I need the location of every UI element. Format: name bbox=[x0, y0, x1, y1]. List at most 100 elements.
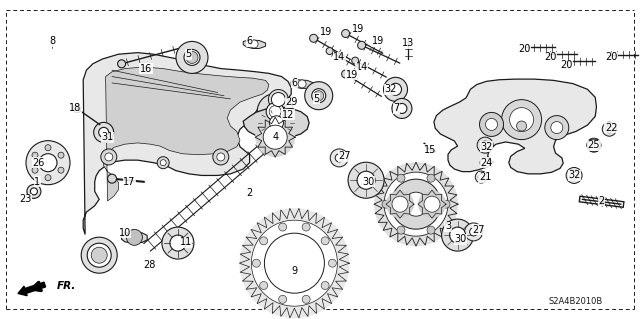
Circle shape bbox=[424, 196, 440, 212]
Text: 2: 2 bbox=[598, 196, 605, 206]
Circle shape bbox=[305, 82, 333, 110]
Text: 30: 30 bbox=[362, 177, 374, 187]
Circle shape bbox=[486, 118, 497, 130]
Text: 19: 19 bbox=[371, 36, 384, 47]
Text: 20: 20 bbox=[544, 52, 557, 63]
Circle shape bbox=[27, 184, 41, 198]
Text: 22: 22 bbox=[605, 122, 618, 133]
Polygon shape bbox=[434, 79, 596, 174]
Circle shape bbox=[427, 226, 435, 234]
Circle shape bbox=[397, 103, 407, 114]
Circle shape bbox=[390, 83, 401, 95]
Circle shape bbox=[217, 153, 225, 161]
Circle shape bbox=[427, 174, 435, 182]
Text: 20: 20 bbox=[518, 44, 531, 55]
Circle shape bbox=[321, 237, 329, 245]
Text: 17: 17 bbox=[123, 177, 136, 187]
Text: 7: 7 bbox=[394, 103, 400, 114]
Circle shape bbox=[545, 115, 569, 140]
Circle shape bbox=[391, 179, 441, 229]
Circle shape bbox=[186, 51, 198, 63]
Text: 5: 5 bbox=[314, 94, 320, 104]
Text: 19: 19 bbox=[346, 70, 358, 80]
Circle shape bbox=[442, 200, 450, 208]
Circle shape bbox=[250, 40, 258, 48]
Circle shape bbox=[32, 152, 38, 158]
Circle shape bbox=[328, 259, 337, 267]
Text: 20: 20 bbox=[560, 60, 573, 70]
Circle shape bbox=[99, 127, 109, 137]
Circle shape bbox=[449, 227, 466, 243]
Text: 14: 14 bbox=[333, 52, 346, 63]
Circle shape bbox=[602, 122, 616, 136]
Circle shape bbox=[45, 175, 51, 181]
Circle shape bbox=[478, 174, 484, 180]
Circle shape bbox=[342, 70, 349, 78]
Text: 27: 27 bbox=[472, 225, 485, 235]
Text: 31: 31 bbox=[101, 132, 114, 142]
Circle shape bbox=[397, 226, 405, 234]
Text: 10: 10 bbox=[118, 228, 131, 238]
Text: 6: 6 bbox=[291, 78, 298, 88]
Circle shape bbox=[260, 237, 268, 245]
Circle shape bbox=[357, 171, 375, 189]
Circle shape bbox=[342, 29, 349, 38]
Text: 15: 15 bbox=[424, 145, 436, 155]
Circle shape bbox=[39, 154, 57, 172]
Circle shape bbox=[392, 196, 408, 212]
Circle shape bbox=[108, 174, 116, 183]
Circle shape bbox=[480, 158, 490, 168]
Polygon shape bbox=[243, 108, 309, 139]
Text: 27: 27 bbox=[338, 151, 351, 161]
Circle shape bbox=[81, 237, 117, 273]
Circle shape bbox=[45, 145, 51, 151]
FancyArrow shape bbox=[18, 282, 45, 296]
Text: FR.: FR. bbox=[56, 280, 76, 291]
Circle shape bbox=[93, 122, 114, 142]
Circle shape bbox=[184, 49, 200, 65]
Circle shape bbox=[302, 295, 310, 303]
Text: 6: 6 bbox=[246, 36, 253, 47]
Circle shape bbox=[442, 219, 474, 251]
Text: 11: 11 bbox=[179, 237, 192, 248]
Circle shape bbox=[260, 281, 268, 290]
Circle shape bbox=[31, 188, 37, 195]
Circle shape bbox=[252, 259, 260, 267]
Circle shape bbox=[374, 162, 458, 246]
Circle shape bbox=[570, 171, 578, 180]
Text: 14: 14 bbox=[355, 62, 368, 72]
Circle shape bbox=[314, 91, 324, 101]
Text: 29: 29 bbox=[285, 97, 298, 107]
Text: 3: 3 bbox=[445, 221, 451, 232]
Text: 26: 26 bbox=[32, 158, 45, 168]
Circle shape bbox=[127, 229, 143, 245]
Text: 24: 24 bbox=[480, 158, 493, 168]
Circle shape bbox=[105, 153, 113, 161]
Text: 12: 12 bbox=[282, 110, 294, 120]
Text: 19: 19 bbox=[320, 27, 333, 37]
Circle shape bbox=[352, 57, 358, 64]
Text: 1: 1 bbox=[34, 177, 40, 187]
Circle shape bbox=[382, 200, 390, 208]
Circle shape bbox=[330, 149, 348, 167]
Circle shape bbox=[268, 90, 289, 109]
Circle shape bbox=[278, 223, 287, 231]
Text: 19: 19 bbox=[352, 24, 365, 34]
Circle shape bbox=[269, 116, 284, 130]
Polygon shape bbox=[83, 53, 291, 234]
Polygon shape bbox=[104, 67, 269, 201]
Circle shape bbox=[321, 281, 329, 290]
Circle shape bbox=[566, 167, 582, 183]
Text: 16: 16 bbox=[140, 63, 152, 74]
Circle shape bbox=[465, 223, 483, 241]
Text: 13: 13 bbox=[402, 38, 415, 48]
Text: 32: 32 bbox=[568, 170, 581, 181]
Circle shape bbox=[264, 233, 324, 293]
Circle shape bbox=[257, 94, 293, 130]
Text: 18: 18 bbox=[69, 103, 82, 114]
Circle shape bbox=[87, 243, 111, 267]
Circle shape bbox=[271, 93, 285, 107]
Circle shape bbox=[160, 160, 166, 166]
Text: 28: 28 bbox=[143, 260, 156, 271]
Text: 9: 9 bbox=[291, 266, 298, 276]
